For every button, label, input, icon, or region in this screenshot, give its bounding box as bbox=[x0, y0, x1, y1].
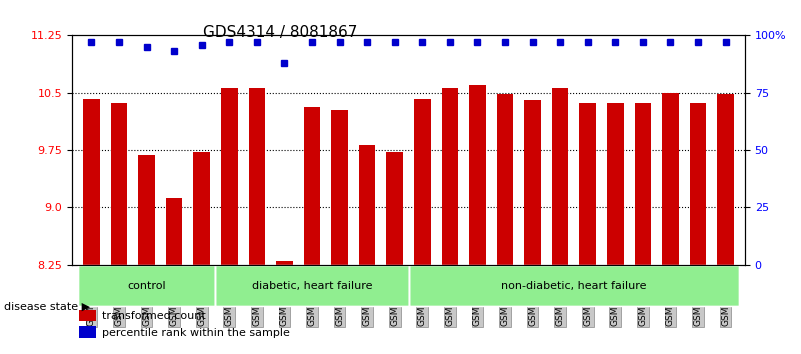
Bar bbox=[690, 103, 706, 265]
Text: control: control bbox=[127, 281, 166, 291]
Bar bbox=[111, 103, 127, 265]
Bar bbox=[332, 110, 348, 265]
Bar bbox=[304, 107, 320, 265]
Bar bbox=[248, 88, 265, 265]
Bar bbox=[193, 152, 210, 265]
Bar bbox=[497, 94, 513, 265]
Bar bbox=[221, 88, 238, 265]
Bar bbox=[414, 99, 431, 265]
Bar bbox=[83, 99, 99, 265]
Bar bbox=[78, 310, 95, 321]
Bar bbox=[166, 198, 183, 265]
Bar bbox=[441, 88, 458, 265]
Text: GDS4314 / 8081867: GDS4314 / 8081867 bbox=[203, 25, 357, 40]
Bar bbox=[607, 103, 624, 265]
Bar bbox=[78, 326, 95, 338]
Bar bbox=[552, 88, 569, 265]
Text: transformed count: transformed count bbox=[103, 311, 206, 321]
Text: diabetic, heart failure: diabetic, heart failure bbox=[252, 281, 372, 291]
Bar bbox=[579, 103, 596, 265]
FancyBboxPatch shape bbox=[215, 265, 409, 307]
Bar bbox=[386, 152, 403, 265]
Text: percentile rank within the sample: percentile rank within the sample bbox=[103, 327, 290, 337]
Bar bbox=[276, 261, 292, 265]
Bar bbox=[139, 155, 155, 265]
FancyBboxPatch shape bbox=[409, 265, 739, 307]
Bar bbox=[718, 94, 734, 265]
Text: non-diabetic, heart failure: non-diabetic, heart failure bbox=[501, 281, 646, 291]
Bar bbox=[469, 85, 485, 265]
Bar bbox=[525, 101, 541, 265]
Bar bbox=[359, 145, 376, 265]
FancyBboxPatch shape bbox=[78, 265, 215, 307]
Bar bbox=[662, 93, 678, 265]
Bar bbox=[634, 103, 651, 265]
Text: disease state ▶: disease state ▶ bbox=[4, 301, 91, 311]
